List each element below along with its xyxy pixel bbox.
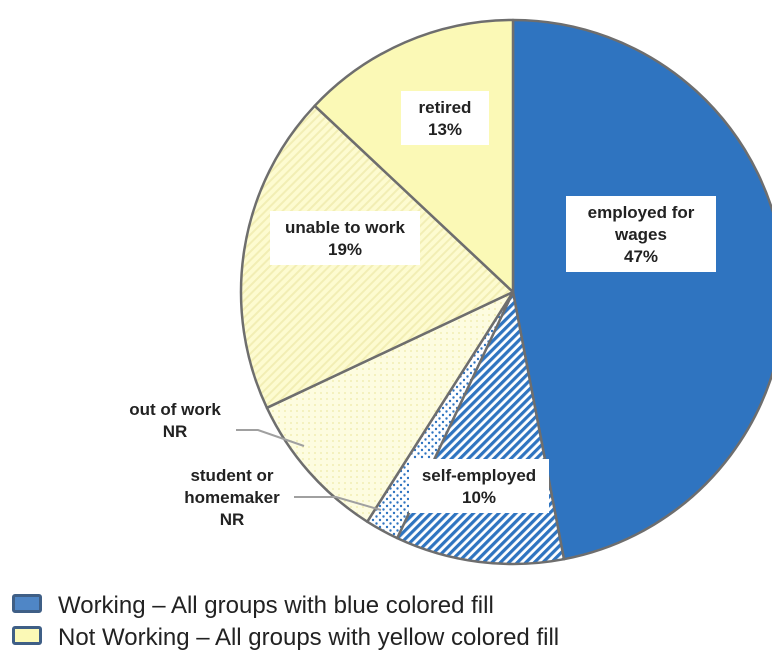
slice-label: student or [190, 466, 273, 485]
slice-label: employed for [588, 203, 695, 222]
legend-item-working: Working – All groups with blue colored f… [0, 590, 772, 622]
legend-label-not-working: Not Working – All groups with yellow col… [58, 624, 560, 651]
slice-label: 47% [624, 247, 658, 266]
pie-slice [511, 18, 772, 561]
slice-label: NR [220, 510, 245, 529]
slice-label-box [401, 91, 489, 145]
pie-slice [265, 290, 515, 523]
leader-line [294, 496, 382, 511]
slice-label: unable to work [285, 218, 406, 237]
pie-chart: employed for wages 47% self-employed 10% stud… [129, 18, 772, 566]
slice-label: self-employed [422, 466, 536, 485]
slice-label: 19% [328, 240, 362, 259]
slice-label: NR [163, 422, 188, 441]
slice-label: retired [419, 98, 472, 117]
slice-label: wages [614, 225, 667, 244]
legend-label-working: Working – All groups with blue colored f… [58, 592, 494, 619]
slice-label: homemaker [184, 488, 280, 507]
slice-label-box [409, 459, 549, 513]
slice-label-box [270, 211, 420, 265]
pie-slice [313, 18, 515, 294]
leader-line [236, 429, 305, 447]
slice-label: out of work [129, 400, 221, 419]
slice-label: 10% [462, 488, 496, 507]
legend-swatch-working [12, 594, 42, 613]
slice-label-box [566, 196, 716, 272]
slice-label: 13% [428, 120, 462, 139]
legend-swatch-not-working [12, 626, 42, 645]
legend-item-not-working: Not Working – All groups with yellow col… [0, 622, 772, 654]
